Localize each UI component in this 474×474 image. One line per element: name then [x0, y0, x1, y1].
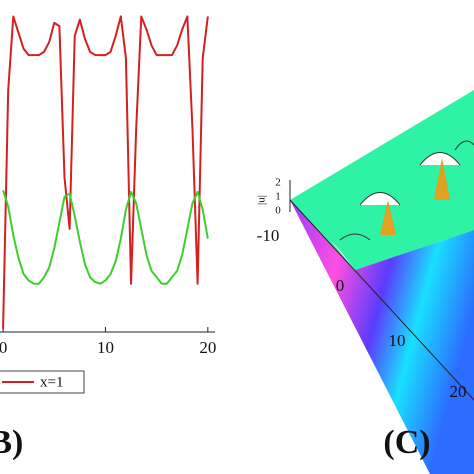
- z-tick-label: 2: [275, 177, 281, 189]
- series-line: [2, 190, 209, 285]
- contour: [419, 152, 461, 166]
- legend: x=1: [0, 370, 85, 394]
- x-tick-label: 10: [389, 331, 406, 350]
- z-tick-label: 0: [275, 205, 281, 217]
- contour: [359, 192, 401, 206]
- x-axis-3d: [289, 199, 474, 401]
- x-tick-label: 20: [199, 338, 216, 357]
- x-tick-label: 0: [336, 276, 345, 295]
- peak: [380, 200, 396, 235]
- panel-label: (C): [383, 424, 430, 461]
- z-axis-label: |u|: [256, 195, 268, 205]
- contour: [454, 140, 474, 151]
- x-tick-label: -10: [257, 226, 280, 245]
- panel-label: (B): [0, 424, 23, 461]
- legend-box: [0, 370, 85, 394]
- peak: [434, 158, 450, 200]
- z-tick-label: 1: [275, 191, 281, 203]
- panel-c-surface: -10 0 10 20 2 1 0 |u|: [256, 90, 474, 474]
- contour: [339, 233, 371, 241]
- surface-top: [290, 90, 474, 270]
- surface-side: [290, 200, 474, 474]
- legend-label: x=1: [40, 374, 63, 390]
- x-tick-label: 10: [97, 338, 114, 357]
- series-line: [2, 15, 209, 329]
- x-tick-label: 0: [0, 338, 7, 357]
- x-tick-label: 20: [450, 382, 467, 401]
